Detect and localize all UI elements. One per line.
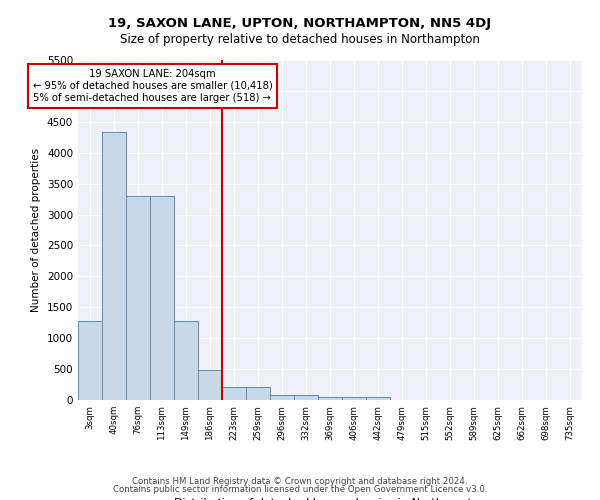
Bar bbox=[150, 196, 174, 400]
Bar bbox=[198, 370, 222, 400]
Bar bbox=[126, 196, 150, 400]
Y-axis label: Number of detached properties: Number of detached properties bbox=[31, 148, 41, 312]
Text: 19 SAXON LANE: 204sqm
← 95% of detached houses are smaller (10,418)
5% of semi-d: 19 SAXON LANE: 204sqm ← 95% of detached … bbox=[32, 70, 272, 102]
Bar bbox=[342, 396, 366, 400]
X-axis label: Distribution of detached houses by size in Northampton: Distribution of detached houses by size … bbox=[174, 498, 486, 500]
Bar bbox=[246, 387, 270, 400]
Text: Size of property relative to detached houses in Northampton: Size of property relative to detached ho… bbox=[120, 32, 480, 46]
Text: 19, SAXON LANE, UPTON, NORTHAMPTON, NN5 4DJ: 19, SAXON LANE, UPTON, NORTHAMPTON, NN5 … bbox=[109, 18, 491, 30]
Bar bbox=[270, 394, 294, 400]
Bar bbox=[222, 387, 246, 400]
Bar bbox=[174, 322, 198, 400]
Bar bbox=[78, 322, 102, 400]
Bar bbox=[318, 396, 342, 400]
Text: Contains HM Land Registry data © Crown copyright and database right 2024.: Contains HM Land Registry data © Crown c… bbox=[132, 477, 468, 486]
Bar bbox=[366, 396, 390, 400]
Bar bbox=[294, 394, 318, 400]
Text: Contains public sector information licensed under the Open Government Licence v3: Contains public sector information licen… bbox=[113, 485, 487, 494]
Bar bbox=[102, 132, 126, 400]
